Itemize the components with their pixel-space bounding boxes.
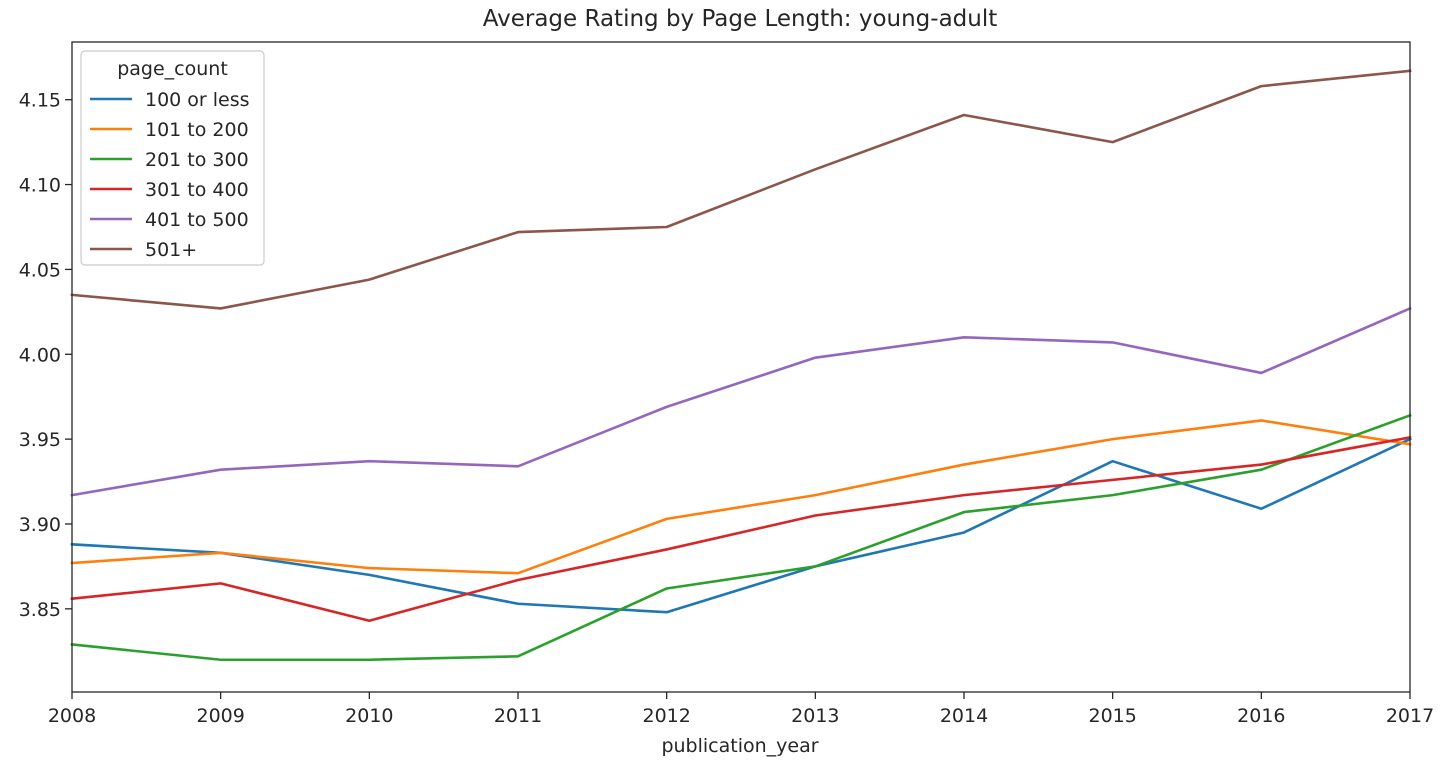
x-tick-label: 2016 — [1237, 705, 1285, 727]
x-tick-label: 2012 — [642, 705, 690, 727]
x-tick-label: 2011 — [494, 705, 542, 727]
series-line-100-or-less — [70, 437, 1412, 614]
series-line-201-to-300 — [70, 413, 1412, 662]
y-tick-label: 4.10 — [19, 175, 61, 197]
legend-box — [80, 50, 265, 266]
legend-label: 501+ — [145, 239, 197, 261]
y-tick-label: 3.90 — [19, 514, 61, 536]
series-line-501 — [70, 69, 1412, 310]
legend-label: 100 or less — [145, 89, 250, 111]
x-tick-label: 2010 — [345, 705, 393, 727]
plot-frame — [71, 41, 1411, 693]
x-tick-label: 2017 — [1386, 705, 1434, 727]
x-tick-label: 2013 — [791, 705, 839, 727]
y-tick-label: 3.95 — [19, 429, 61, 451]
legend-title: page_count — [117, 58, 228, 80]
plot-area — [70, 41, 1412, 693]
y-tick-label: 4.15 — [19, 90, 61, 112]
legend-label: 401 to 500 — [145, 209, 249, 231]
x-axis-label: publication_year — [661, 735, 818, 757]
legend-label: 101 to 200 — [145, 119, 249, 141]
x-axis: 2008 2009 2010 2011 2012 2013 2014 2015 2016 2017 — [48, 692, 1434, 727]
x-tick-label: 2008 — [48, 705, 96, 727]
series-line-401-to-500 — [70, 306, 1412, 497]
chart-title: Average Rating by Page Length: young-adu… — [483, 6, 998, 32]
x-tick-label: 2015 — [1088, 705, 1136, 727]
legend: page_count 100 or less 101 to 200 201 to 30… — [80, 50, 265, 266]
y-tick-label: 4.05 — [19, 259, 61, 281]
y-axis: 3.85 3.90 3.95 4.00 4.05 4.10 4.15 — [19, 90, 72, 621]
x-tick-label: 2009 — [196, 705, 244, 727]
y-tick-label: 3.85 — [19, 599, 61, 621]
y-tick-label: 4.00 — [19, 344, 61, 366]
legend-label: 201 to 300 — [145, 149, 249, 171]
series-line-301-to-400 — [70, 435, 1412, 623]
legend-label: 301 to 400 — [145, 179, 249, 201]
x-tick-label: 2014 — [940, 705, 988, 727]
series-line-101-to-200 — [70, 419, 1412, 575]
